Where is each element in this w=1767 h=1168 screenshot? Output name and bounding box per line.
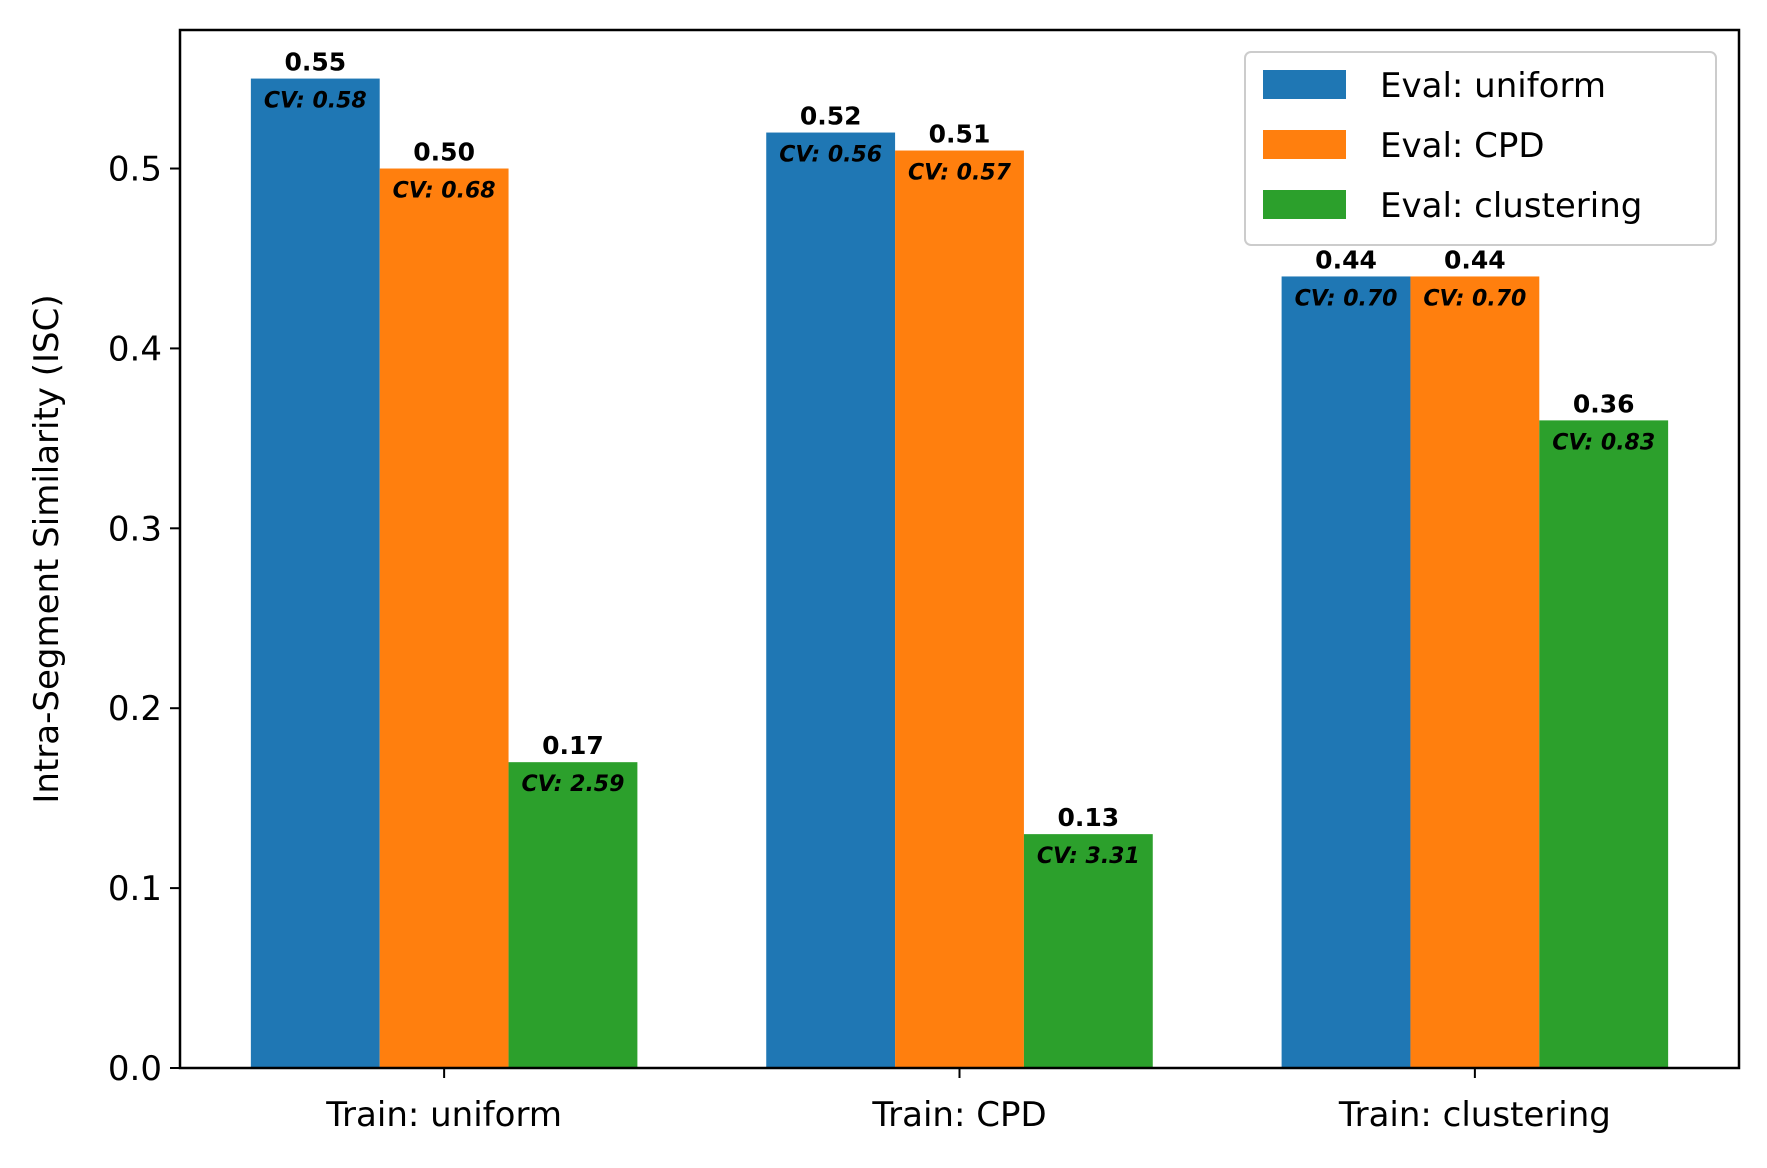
- bar-cv-label: CV: 0.68: [393, 179, 496, 204]
- bar-0-2: [508, 762, 638, 1068]
- bar-cv-label: CV: 0.83: [1552, 430, 1655, 455]
- legend-label: Eval: clustering: [1380, 186, 1642, 226]
- bar-1-0: [766, 132, 896, 1069]
- y-tick-label: 0.3: [108, 509, 162, 549]
- bar-0-1: [379, 168, 509, 1069]
- x-tick-label: Train: uniform: [325, 1095, 562, 1135]
- bar-value-label: 0.44: [1315, 245, 1377, 274]
- y-axis-label: Intra-Segment Similarity (ISC): [27, 294, 67, 803]
- y-tick-label: 0.2: [108, 689, 162, 729]
- bar-cv-label: CV: 2.59: [522, 772, 625, 797]
- bar-value-label: 0.55: [284, 48, 346, 77]
- y-tick-label: 0.5: [108, 150, 162, 190]
- bar-cv-label: CV: 3.31: [1037, 844, 1140, 869]
- bar-cv-label: CV: 0.58: [264, 89, 367, 114]
- bar-1-1: [895, 150, 1024, 1068]
- bar-2-0: [1281, 276, 1411, 1069]
- bar-cv-label: CV: 0.70: [1295, 286, 1398, 311]
- legend-swatch: [1263, 70, 1346, 99]
- bar-2-2: [1539, 420, 1669, 1068]
- legend-frame: [1244, 51, 1717, 246]
- bar-value-label: 0.13: [1057, 803, 1119, 832]
- legend: Eval: uniform Eval: CPD Eval: clustering: [1244, 51, 1717, 246]
- bar-value-label: 0.44: [1444, 245, 1506, 274]
- bar-1-2: [1023, 834, 1153, 1068]
- bar-cv-label: CV: 0.56: [779, 143, 882, 168]
- bar-value-label: 0.51: [929, 120, 991, 149]
- y-tick-label: 0.1: [108, 869, 162, 909]
- bar-0-0: [250, 78, 380, 1069]
- bar-value-label: 0.50: [413, 138, 475, 167]
- bar-cv-label: CV: 0.57: [908, 161, 1012, 186]
- bar-value-label: 0.36: [1573, 389, 1635, 418]
- legend-label: Eval: uniform: [1380, 66, 1606, 106]
- bar-value-label: 0.52: [800, 102, 862, 131]
- legend-swatch: [1263, 190, 1346, 219]
- x-tick-label: Train: clustering: [1338, 1095, 1611, 1135]
- legend-swatch: [1263, 130, 1346, 159]
- legend-label: Eval: CPD: [1380, 126, 1545, 166]
- y-tick-label: 0.4: [108, 329, 162, 369]
- bar-value-label: 0.17: [542, 731, 604, 760]
- bar-cv-label: CV: 0.70: [1423, 286, 1526, 311]
- bar-2-1: [1410, 276, 1540, 1069]
- x-tick-label: Train: CPD: [871, 1095, 1046, 1135]
- y-tick-label: 0.0: [108, 1049, 162, 1089]
